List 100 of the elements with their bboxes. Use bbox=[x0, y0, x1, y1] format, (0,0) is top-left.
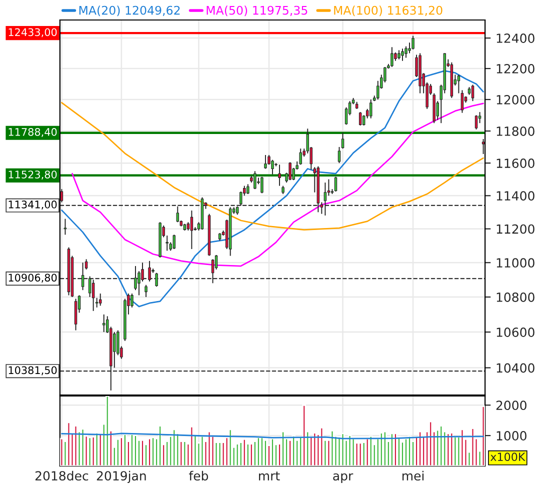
bar bbox=[362, 442, 366, 466]
candlestick bbox=[102, 314, 106, 333]
y-tick-label: 11400 bbox=[496, 191, 534, 201]
candlestick bbox=[370, 99, 372, 119]
y-tick-label: 11000 bbox=[496, 258, 534, 268]
bar bbox=[281, 430, 285, 466]
y-tick-label: 12400 bbox=[496, 34, 534, 43]
bar bbox=[249, 443, 254, 466]
candlestick bbox=[113, 332, 116, 368]
bar bbox=[418, 430, 422, 466]
candlestick bbox=[288, 162, 292, 181]
candlestick bbox=[60, 188, 64, 203]
ref-line-label: 11523,80 bbox=[8, 170, 57, 180]
bar bbox=[404, 438, 408, 466]
y-tick-label: 10800 bbox=[496, 292, 534, 302]
bar bbox=[256, 436, 260, 466]
x-tick-label: mrt bbox=[259, 472, 280, 480]
candlestick bbox=[155, 272, 158, 288]
candlestick bbox=[460, 90, 464, 114]
bar bbox=[270, 438, 274, 466]
bar bbox=[218, 442, 222, 466]
bar bbox=[242, 438, 246, 466]
bar bbox=[116, 438, 120, 466]
bar bbox=[123, 434, 127, 466]
bar bbox=[130, 434, 134, 466]
candlestick bbox=[482, 138, 485, 155]
bar bbox=[134, 434, 138, 466]
bar bbox=[60, 438, 64, 466]
bar bbox=[148, 438, 152, 466]
bar bbox=[158, 425, 162, 466]
bar bbox=[238, 442, 243, 466]
y-tick-label: 12200 bbox=[496, 64, 534, 74]
bar bbox=[358, 442, 362, 466]
bar bbox=[253, 440, 257, 466]
candlestick bbox=[260, 176, 264, 194]
y-tick-label: 11600 bbox=[496, 158, 534, 168]
candlestick bbox=[148, 260, 151, 282]
candlestick bbox=[299, 148, 302, 166]
candlestick bbox=[334, 176, 338, 192]
ref-line-label: 11341,00 bbox=[8, 200, 57, 210]
bar bbox=[428, 420, 433, 466]
text: x100K bbox=[490, 452, 526, 462]
bar bbox=[91, 436, 96, 466]
candlestick bbox=[341, 132, 344, 150]
y-tick-label: 2000 bbox=[496, 400, 526, 410]
bar bbox=[470, 428, 475, 466]
ref-line-label: 10906,80 bbox=[8, 274, 57, 283]
candlestick bbox=[278, 164, 281, 186]
candlestick bbox=[64, 218, 67, 236]
candlestick bbox=[176, 206, 180, 223]
candlestick bbox=[390, 46, 394, 68]
bar bbox=[295, 439, 300, 466]
candlestick bbox=[271, 159, 274, 175]
candlestick bbox=[74, 298, 78, 331]
bar bbox=[228, 428, 232, 466]
candlestick bbox=[92, 279, 95, 312]
candlestick bbox=[190, 210, 194, 250]
candlestick bbox=[457, 74, 460, 94]
candlestick bbox=[172, 234, 176, 250]
bar bbox=[151, 436, 155, 466]
candlestick bbox=[98, 293, 102, 306]
legend-label: MA(100) 11631,20 bbox=[334, 6, 442, 16]
legend-label: MA(20) 12049,62 bbox=[79, 6, 180, 16]
bar bbox=[368, 435, 373, 466]
candlestick bbox=[398, 50, 400, 60]
bar bbox=[481, 406, 486, 466]
x-tick-label: feb bbox=[188, 470, 208, 481]
candlestick bbox=[81, 262, 84, 291]
bar bbox=[74, 425, 78, 466]
y-tick-label: 11800 bbox=[496, 126, 534, 136]
candlestick bbox=[412, 35, 414, 50]
y-tick-label: 12000 bbox=[496, 94, 534, 104]
bar bbox=[446, 432, 450, 466]
candlestick bbox=[404, 46, 408, 58]
bar bbox=[88, 436, 92, 466]
bar bbox=[264, 439, 268, 466]
x-tick-label: apr bbox=[333, 473, 354, 483]
candlestick bbox=[474, 114, 478, 130]
bar bbox=[140, 439, 144, 466]
line-series bbox=[61, 102, 484, 231]
ref-line-label: 11788,40 bbox=[8, 128, 57, 137]
y-tick-label: 11200 bbox=[496, 224, 534, 234]
y-tick-label: 1000 bbox=[496, 431, 526, 440]
line-series bbox=[61, 70, 484, 308]
candlestick bbox=[144, 284, 148, 298]
candlestick bbox=[264, 154, 267, 170]
bar bbox=[394, 432, 398, 466]
bar bbox=[182, 440, 187, 466]
line-series bbox=[72, 102, 484, 267]
candlestick bbox=[211, 258, 214, 284]
bar bbox=[354, 442, 359, 466]
x-tick-label: 2019jan bbox=[96, 470, 146, 483]
x-tick-label: 2018dec bbox=[35, 470, 88, 481]
candlestick bbox=[254, 170, 256, 190]
bar bbox=[439, 425, 444, 466]
candlestick bbox=[471, 84, 474, 102]
candlestick bbox=[88, 276, 92, 298]
bar bbox=[235, 443, 240, 466]
bar bbox=[292, 435, 296, 466]
bar bbox=[383, 430, 387, 466]
